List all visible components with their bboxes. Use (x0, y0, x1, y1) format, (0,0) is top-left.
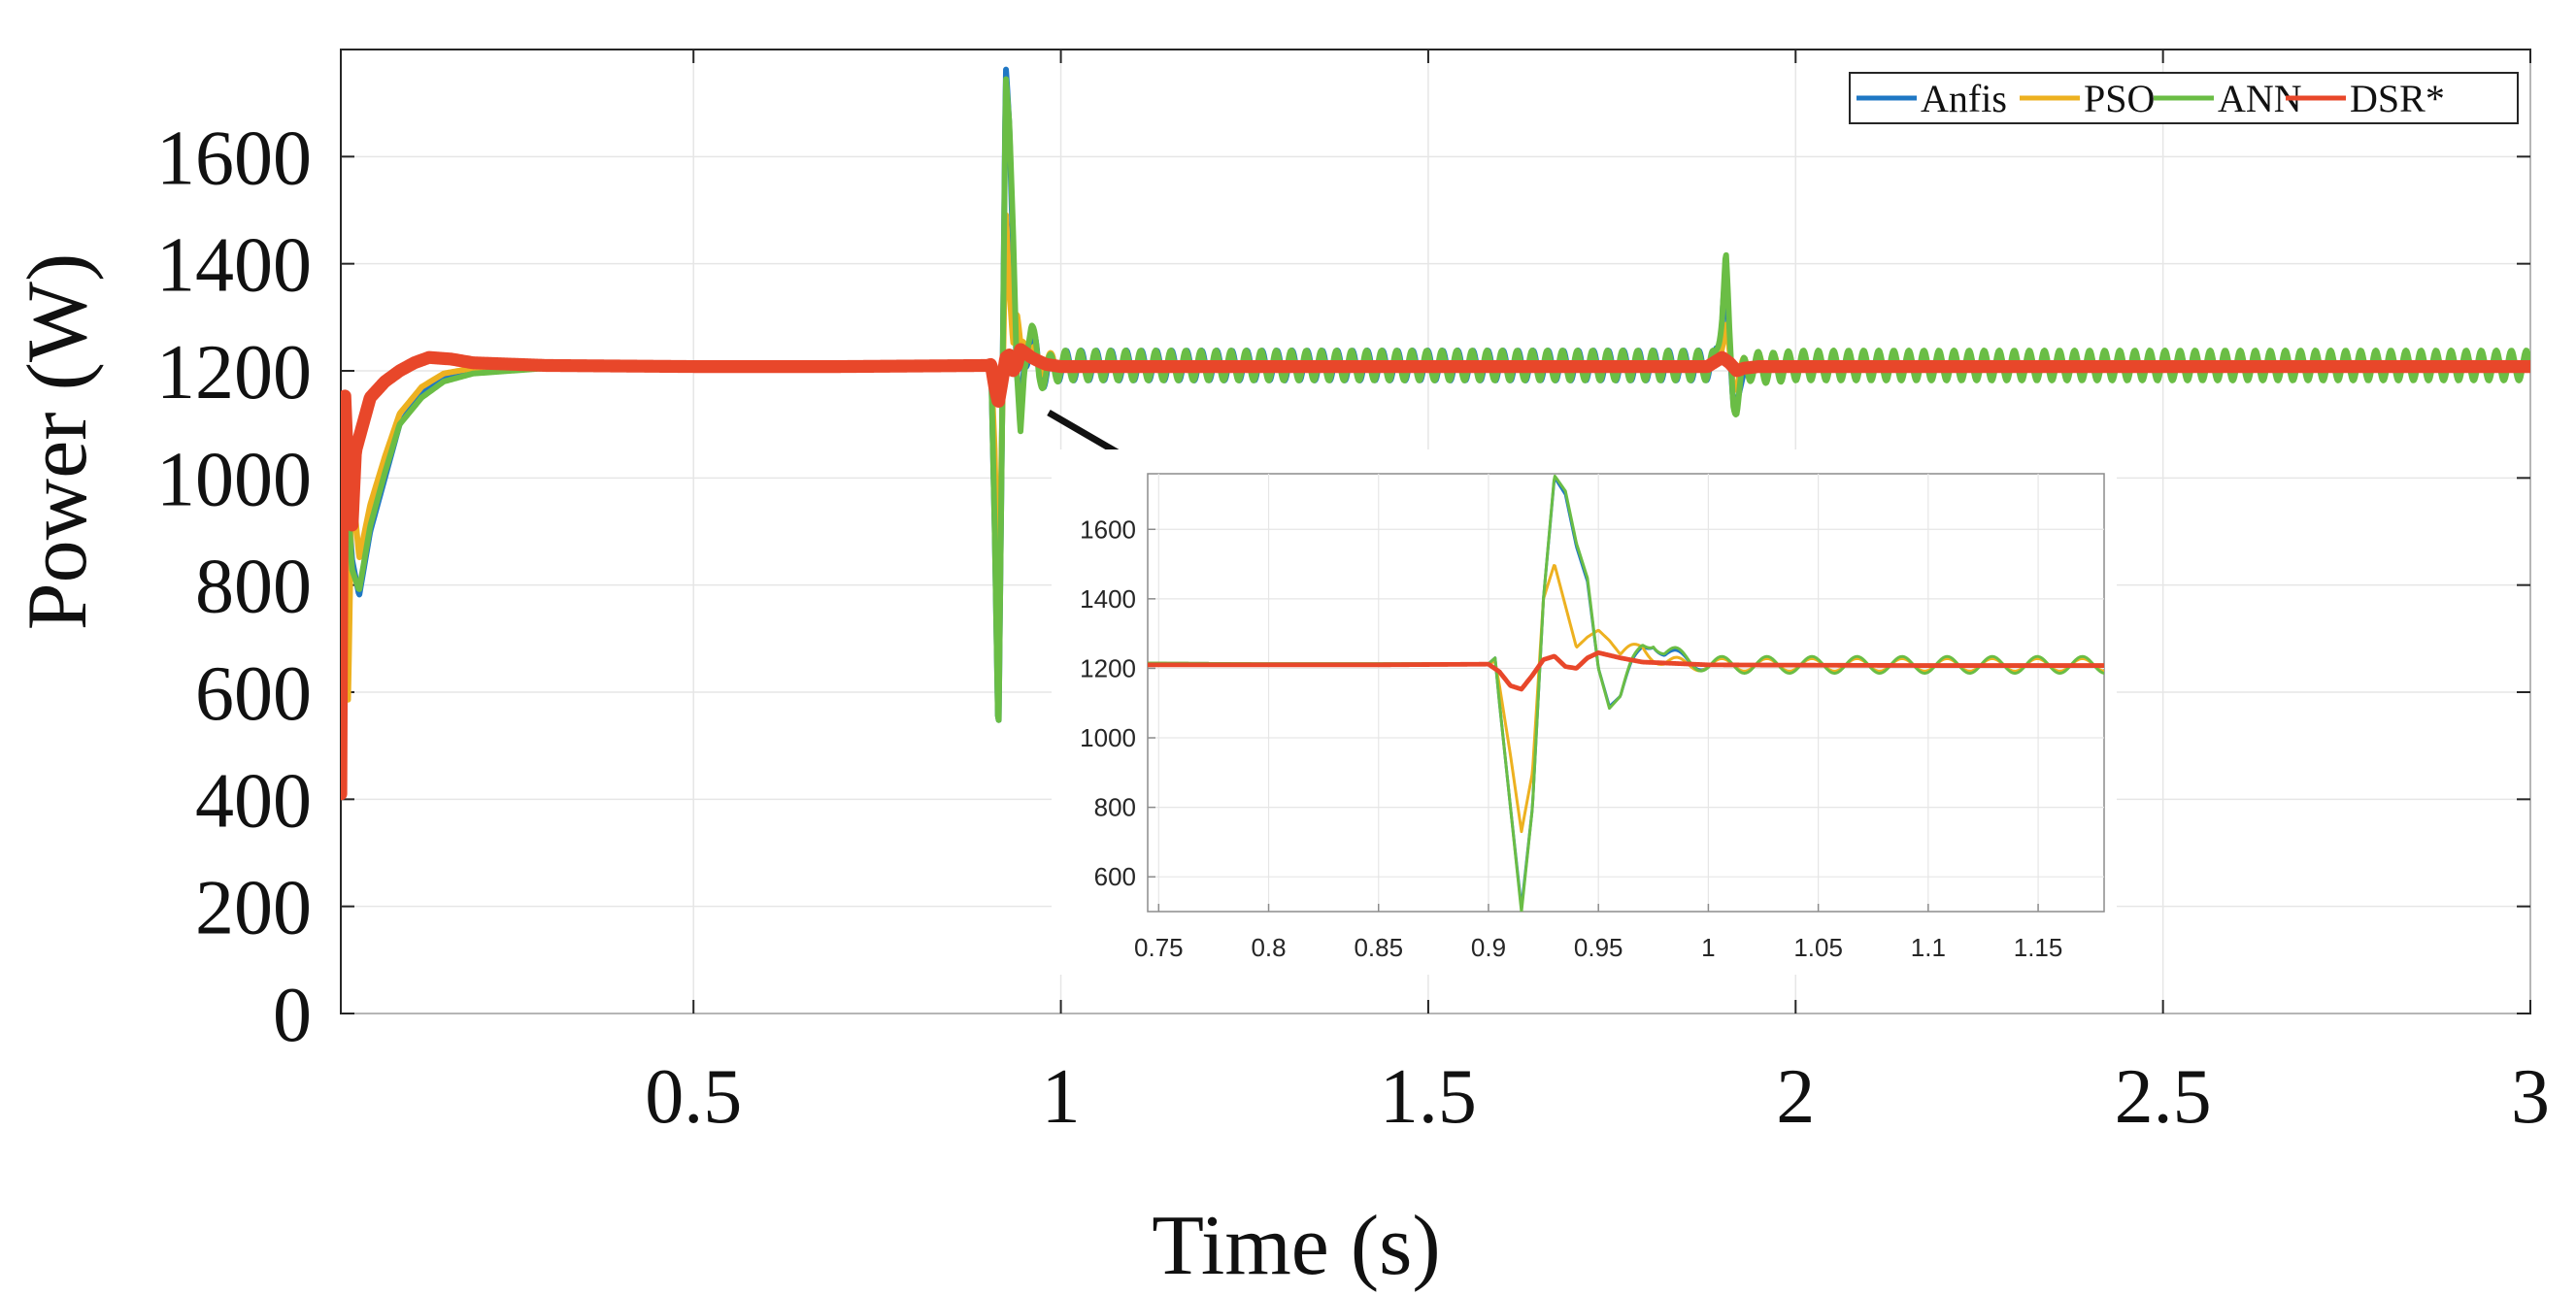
x-tick-label: 0.75 (1134, 933, 1184, 962)
main-y-tick-labels: 0 200 400 600 800 1000 1200 1400 1600 (156, 116, 312, 1058)
inset-plot-frame (1147, 473, 2105, 913)
y-tick-label: 200 (195, 866, 312, 951)
inset-plot-area: 0.75 0.8 0.85 0.9 0.95 1 1.05 1.1 1.15 600 800 100… (1052, 449, 2117, 975)
x-tick-label: 0.8 (1251, 933, 1286, 962)
y-axis-title: Power (W) (11, 253, 105, 631)
y-tick-label: 1200 (156, 330, 312, 415)
y-tick-label: 800 (1094, 793, 1136, 822)
inset-series-group (1148, 474, 2104, 912)
y-tick-label: 0 (273, 973, 312, 1058)
inset-y-tick-labels: 600 800 1000 1200 1400 1600 (1080, 515, 1136, 891)
x-tick-label: 0.9 (1471, 933, 1506, 962)
series-line-dsr (1148, 650, 2104, 692)
x-tick-label: 1.1 (1911, 933, 1946, 962)
x-tick-label: 2.5 (2115, 1054, 2212, 1140)
legend-label-pso: PSO (2084, 77, 2155, 120)
legend-items: Anfis PSO ANN DSR* (1857, 77, 2445, 120)
x-tick-label: 1.5 (1380, 1054, 1477, 1140)
series-clip-group (341, 66, 2530, 801)
y-tick-label: 1200 (1080, 653, 1136, 682)
x-axis-title: Time (s) (1152, 1199, 1440, 1293)
x-tick-label: 0.85 (1354, 933, 1403, 962)
x-tick-label: 2 (1776, 1054, 1815, 1140)
x-tick-label: 1.05 (1793, 933, 1843, 962)
legend-label-dsr: DSR* (2350, 77, 2445, 120)
x-tick-label: 1.15 (2014, 933, 2063, 962)
y-tick-label: 400 (195, 758, 312, 844)
y-tick-label: 600 (1094, 862, 1136, 891)
x-tick-label: 3 (2511, 1054, 2550, 1140)
x-tick-label: 1 (1701, 933, 1715, 962)
y-tick-label: 600 (195, 651, 312, 737)
y-tick-label: 1600 (156, 116, 312, 201)
inset-gridlines (1148, 474, 2104, 912)
inset-x-tick-labels: 0.75 0.8 0.85 0.9 0.95 1 1.05 1.1 1.15 (1134, 933, 2062, 962)
x-tick-label: 0.5 (645, 1054, 742, 1140)
series-clip-group (1148, 474, 2104, 912)
series-line-dsr (341, 343, 2530, 801)
y-tick-label: 1000 (1080, 723, 1136, 752)
legend: Anfis PSO ANN DSR* (1849, 72, 2519, 124)
y-tick-label: 1600 (1080, 515, 1136, 544)
y-tick-label: 800 (195, 545, 312, 630)
y-tick-label: 1400 (1080, 584, 1136, 614)
legend-label-anfis: Anfis (1921, 77, 2007, 120)
y-tick-label: 1400 (156, 223, 312, 309)
main-series-group (341, 66, 2530, 801)
x-tick-label: 1 (1042, 1054, 1081, 1140)
inset-tick-marks (1148, 528, 2039, 912)
x-tick-label: 0.95 (1574, 933, 1623, 962)
main-x-tick-labels: 0.5 1 1.5 2 2.5 3 (645, 1054, 2550, 1140)
y-tick-label: 1000 (156, 437, 312, 522)
